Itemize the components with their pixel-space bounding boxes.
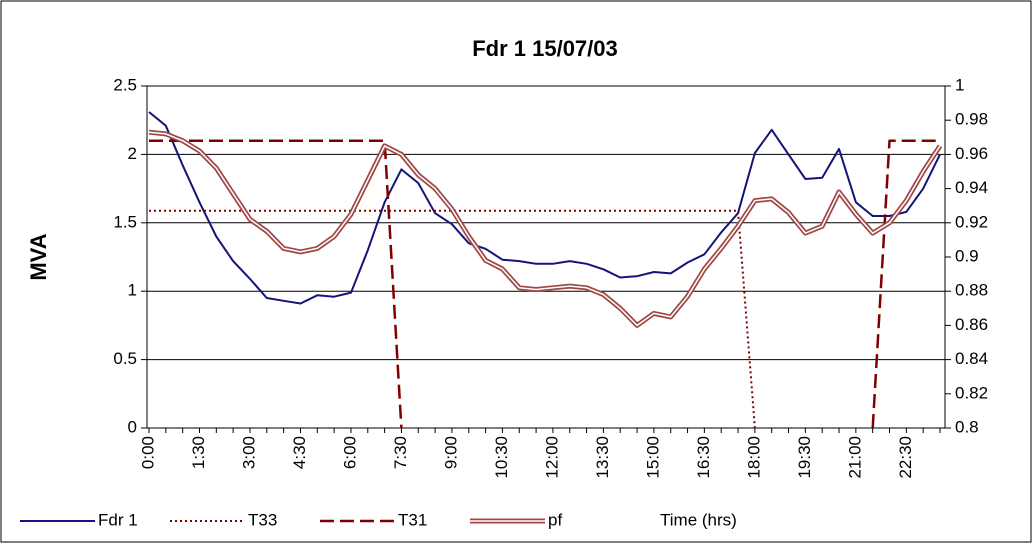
chart-title: Fdr 1 15/07/03 [472, 36, 618, 61]
y2-tick-label: 0.86 [955, 315, 988, 334]
y2-tick-label: 0.84 [955, 349, 988, 368]
legend-label: T31 [398, 510, 427, 529]
x-tick-label: 13:30 [593, 436, 612, 479]
x-tick-label: 7:30 [391, 436, 410, 469]
x-tick-label: 21:00 [845, 436, 864, 479]
x-tick-label: 15:00 [643, 436, 662, 479]
x-tick-label: 9:00 [441, 436, 460, 469]
y-tick-label: 1 [128, 281, 137, 300]
y-tick-label: 2.5 [113, 75, 137, 94]
series-line-inner [148, 131, 941, 327]
y2-tick-label: 0.98 [955, 110, 988, 129]
x-tick-label: 10:30 [492, 436, 511, 479]
y-tick-label: 1.5 [113, 212, 137, 231]
x-tick-label: 3:00 [239, 436, 258, 469]
y2-tick-label: 0.92 [955, 212, 988, 231]
x-tick-label: 22:30 [896, 436, 915, 479]
x-tick-label: 18:00 [744, 436, 763, 479]
x-tick-label: 4:30 [290, 436, 309, 469]
y2-tick-label: 0.9 [955, 246, 979, 265]
x-tick-label: 16:30 [694, 436, 713, 479]
y2-tick-label: 0.8 [955, 417, 979, 436]
series-line [148, 111, 941, 305]
y2-tick-label: 0.94 [955, 178, 988, 197]
y2-tick-label: 1 [955, 75, 964, 94]
x-axis-label: Time (hrs) [660, 510, 737, 529]
y2-tick-label: 0.88 [955, 281, 988, 300]
x-tick-label: 12:00 [542, 436, 561, 479]
y-axis-label: MVA [26, 233, 51, 280]
legend-label: pf [548, 510, 562, 529]
legend-label: T33 [248, 510, 277, 529]
x-tick-label: 19:30 [795, 436, 814, 479]
y-tick-label: 0.5 [113, 349, 137, 368]
x-tick-label: 1:30 [189, 436, 208, 469]
y2-tick-label: 0.96 [955, 144, 988, 163]
series-line [149, 139, 940, 429]
legend-label: Fdr 1 [98, 510, 138, 529]
y2-tick-label: 0.82 [955, 383, 988, 402]
x-tick-label: 0:00 [138, 436, 157, 469]
series-line [149, 209, 756, 429]
y-tick-label: 2 [128, 144, 137, 163]
y-tick-label: 0 [128, 417, 137, 436]
x-tick-label: 6:00 [340, 436, 359, 469]
